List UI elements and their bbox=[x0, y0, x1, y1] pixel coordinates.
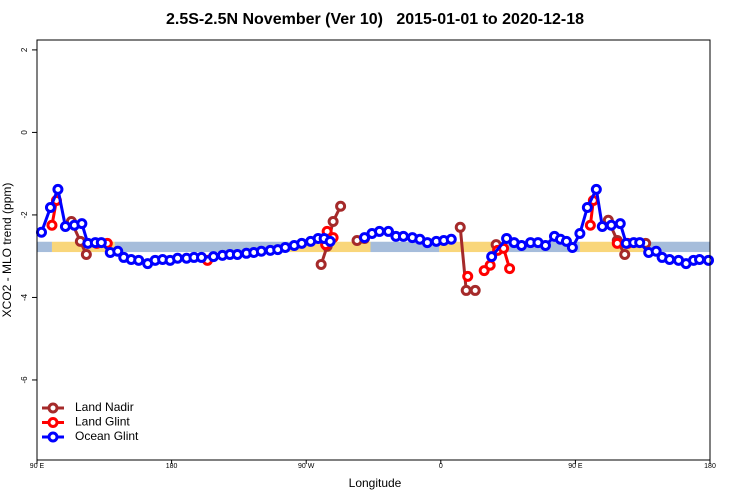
reference-band bbox=[114, 241, 290, 253]
data-point bbox=[327, 216, 339, 228]
y-tick-label: -4 bbox=[20, 293, 29, 301]
data-point bbox=[560, 235, 572, 247]
data-point bbox=[421, 237, 433, 249]
data-point bbox=[504, 263, 516, 275]
data-point bbox=[460, 284, 472, 296]
data-point bbox=[296, 237, 308, 249]
data-point bbox=[484, 259, 496, 271]
data-point bbox=[95, 237, 107, 249]
data-point bbox=[46, 219, 58, 231]
data-point bbox=[59, 220, 71, 232]
data-point bbox=[196, 251, 208, 263]
data-point bbox=[112, 245, 124, 257]
chart-title: 2.5S-2.5N November (Ver 10) 2015-01-01 t… bbox=[166, 11, 584, 28]
data-point bbox=[231, 249, 243, 261]
reference-band bbox=[37, 241, 52, 253]
data-point bbox=[397, 230, 409, 242]
data-point bbox=[52, 183, 64, 195]
data-point bbox=[324, 235, 336, 247]
data-point bbox=[619, 249, 631, 261]
reference-band bbox=[650, 241, 710, 253]
legend-marker bbox=[47, 431, 59, 443]
data-point bbox=[255, 245, 267, 257]
x-tick-label: 90 E bbox=[568, 463, 583, 470]
data-point bbox=[605, 219, 617, 231]
legend-label: Ocean Glint bbox=[75, 429, 139, 443]
y-tick-label: 2 bbox=[20, 47, 29, 52]
data-point bbox=[581, 202, 593, 214]
data-point bbox=[611, 237, 623, 249]
data-point bbox=[590, 183, 602, 195]
data-point bbox=[279, 242, 291, 254]
x-tick-label: 180 bbox=[704, 463, 716, 470]
data-point bbox=[373, 225, 385, 237]
data-point bbox=[172, 252, 184, 264]
data-point bbox=[486, 251, 498, 263]
data-point bbox=[35, 226, 47, 238]
data-point bbox=[445, 233, 457, 245]
legend-label: Land Glint bbox=[75, 415, 130, 429]
reference-band bbox=[51, 241, 115, 253]
reference-band bbox=[370, 241, 440, 253]
data-point bbox=[315, 258, 327, 270]
data-point bbox=[539, 239, 551, 251]
data-point bbox=[596, 220, 608, 232]
data-point bbox=[335, 200, 347, 212]
data-point bbox=[574, 227, 586, 239]
plot-frame bbox=[36, 39, 711, 461]
data-point bbox=[207, 251, 219, 263]
data-point bbox=[584, 219, 596, 231]
data-point bbox=[614, 218, 626, 230]
data-point bbox=[566, 242, 578, 254]
data-point bbox=[694, 253, 706, 265]
legend-marker bbox=[47, 417, 59, 428]
legend-marker bbox=[47, 402, 59, 414]
y-tick-label: 0 bbox=[20, 130, 29, 135]
data-point bbox=[44, 202, 56, 214]
data-point bbox=[703, 254, 715, 266]
data-point bbox=[133, 254, 145, 266]
y-axis-label: XCO2 - MLO trend (ppm) bbox=[0, 183, 14, 318]
x-tick-label: 90 W bbox=[298, 463, 315, 470]
y-tick-label: -6 bbox=[20, 376, 29, 384]
data-point bbox=[382, 225, 394, 237]
data-point bbox=[469, 284, 481, 296]
reference-band bbox=[439, 241, 501, 253]
x-axis-label: Longitude bbox=[349, 476, 402, 490]
x-tick-label: 180 bbox=[166, 463, 178, 470]
data-point bbox=[462, 270, 474, 282]
y-tick-label: -2 bbox=[20, 211, 29, 219]
data-point bbox=[76, 218, 88, 230]
data-point bbox=[650, 245, 662, 257]
data-point bbox=[634, 237, 646, 249]
x-tick-label: 90 E bbox=[30, 463, 45, 470]
x-tick-label: 0 bbox=[439, 463, 443, 470]
plot-area bbox=[35, 183, 715, 296]
legend-label: Land Nadir bbox=[75, 400, 134, 414]
data-point bbox=[80, 249, 92, 261]
data-point bbox=[516, 239, 528, 251]
data-point bbox=[664, 253, 676, 265]
data-point bbox=[454, 221, 466, 233]
